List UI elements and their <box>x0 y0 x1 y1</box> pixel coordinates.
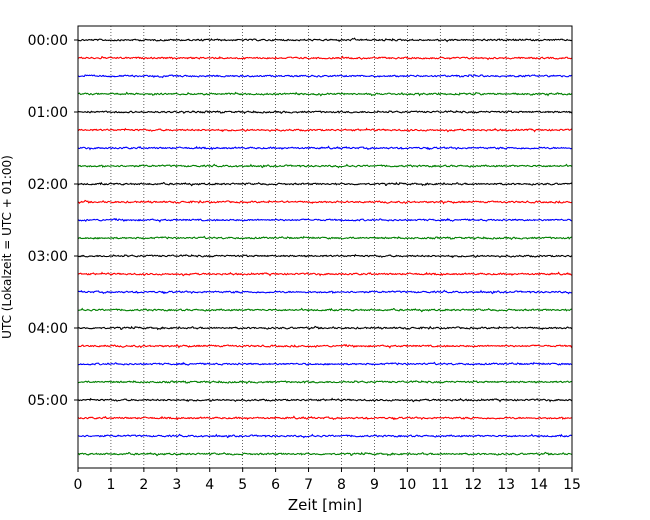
trace-line <box>77 127 573 133</box>
trace-line <box>77 217 573 223</box>
trace-line <box>77 235 573 241</box>
x-tick-label: 6 <box>271 477 280 493</box>
trace-line <box>77 325 573 331</box>
x-tick-label: 15 <box>563 477 581 493</box>
plot-background <box>78 26 572 468</box>
trace-line <box>77 181 573 187</box>
trace-line <box>77 91 573 97</box>
y-axis-label: UTC (Lokalzeit = UTC + 01:00) <box>0 155 14 339</box>
x-tick-label: 9 <box>370 477 379 493</box>
x-tick-label: 2 <box>139 477 148 493</box>
x-tick-label: 10 <box>398 477 416 493</box>
x-tick-label: 0 <box>74 477 83 493</box>
x-tick-label: 14 <box>530 477 548 493</box>
trace-line <box>77 289 573 295</box>
trace-line <box>77 253 573 259</box>
x-axis-label: Zeit [min] <box>288 496 362 514</box>
traces <box>77 37 573 457</box>
trace-line <box>77 307 573 313</box>
trace-line <box>77 163 573 169</box>
trace-line <box>77 433 573 439</box>
trace-line <box>77 361 573 366</box>
x-tick-label: 1 <box>106 477 115 493</box>
x-tick-label: 7 <box>304 477 313 493</box>
trace-line <box>77 415 573 421</box>
trace-line <box>77 380 573 385</box>
trace-line <box>77 74 573 79</box>
y-axis: 00:00 01:00 02:00 03:00 04:00 05:00 <box>28 33 78 409</box>
trace-line <box>77 271 573 277</box>
y-tick-label: 05:00 <box>28 393 68 409</box>
trace-line <box>77 397 573 403</box>
trace-line <box>77 199 573 205</box>
x-axis: 0 1 2 3 4 5 6 7 8 9 10 11 12 13 14 15 <box>74 468 581 493</box>
y-tick-label: 00:00 <box>28 33 68 49</box>
trace-line <box>77 145 573 151</box>
x-tick-label: 4 <box>205 477 214 493</box>
y-tick-label: 01:00 <box>28 105 68 121</box>
trace-line <box>77 343 573 349</box>
y-tick-label: 02:00 <box>28 177 68 193</box>
y-tick-label: 03:00 <box>28 249 68 265</box>
x-tick-label: 12 <box>464 477 482 493</box>
trace-line <box>77 110 573 115</box>
trace-line <box>77 451 573 457</box>
x-tick-label: 8 <box>337 477 346 493</box>
x-tick-label: 5 <box>238 477 247 493</box>
plot-frame <box>77 25 573 469</box>
x-tick-label: 13 <box>497 477 515 493</box>
trace-line <box>77 37 573 43</box>
x-tick-label: 3 <box>172 477 181 493</box>
x-tick-label: 11 <box>431 477 449 493</box>
trace-line <box>77 55 573 61</box>
y-tick-label: 04:00 <box>28 321 68 337</box>
